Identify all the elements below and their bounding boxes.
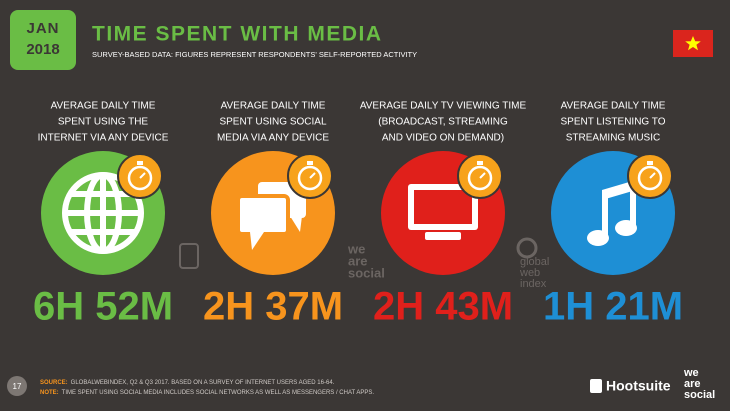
- stopwatch-hand: [649, 172, 656, 179]
- stopwatch-badge: [117, 153, 163, 199]
- stopwatch-badge: [287, 153, 333, 199]
- item-label: INTERNET VIA ANY DEVICE: [38, 133, 169, 144]
- item-label: AVERAGE DAILY TIME: [561, 101, 666, 112]
- watermark-gwi: global: [520, 256, 549, 268]
- item-value: 1H 21M: [543, 285, 683, 329]
- stopwatch-crown: [307, 161, 313, 165]
- note-label: NOTE:: [40, 390, 59, 396]
- title: TIME SPENT WITH MEDIA: [92, 23, 383, 46]
- date-year: 2018: [26, 41, 59, 58]
- item-label: SPENT USING SOCIAL: [219, 117, 327, 128]
- item-value: 2H 43M: [373, 285, 513, 329]
- item-value: 2H 37M: [203, 285, 343, 329]
- watermark-gwi: web: [519, 267, 540, 279]
- stopwatch-crown: [477, 161, 483, 165]
- item-label: MEDIA VIA ANY DEVICE: [217, 133, 329, 144]
- stopwatch-hand: [139, 172, 146, 179]
- stopwatch-face: [127, 165, 153, 191]
- flag: [673, 30, 713, 57]
- item-label: AND VIDEO ON DEMAND): [382, 133, 504, 144]
- stopwatch-crown: [647, 161, 653, 165]
- brand-was: are: [684, 378, 701, 390]
- stopwatch-crown: [137, 161, 143, 165]
- watermark-owl: [179, 243, 199, 269]
- watermark-was: are: [348, 253, 368, 268]
- stopwatch-badge: [627, 153, 673, 199]
- watermark-was: we: [347, 241, 365, 256]
- watermark-gwi-logo: [516, 237, 538, 259]
- note-label: NOTE: TIME SPENT USING SOCIAL MEDIA INCLU…: [40, 390, 374, 396]
- item-label: AVERAGE DAILY TIME: [51, 101, 156, 112]
- stopwatch-hand: [479, 172, 486, 179]
- item-label: (BROADCAST, STREAMING: [378, 117, 508, 128]
- page-badge: [7, 376, 27, 396]
- item-label: SPENT USING THE: [58, 117, 149, 128]
- brand-was: social: [684, 389, 715, 401]
- hootsuite-owl: [590, 379, 602, 393]
- date-badge: [10, 10, 76, 70]
- stopwatch-face: [637, 165, 663, 191]
- stopwatch-badge: [457, 153, 503, 199]
- source-text: GLOBALWEBINDEX, Q2 & Q3 2017. BASED ON A…: [71, 380, 335, 386]
- subtitle: SURVEY-BASED DATA: FIGURES REPRESENT RES…: [92, 50, 417, 59]
- brand-was: we: [683, 367, 699, 379]
- page-number: 17: [13, 382, 22, 391]
- item-label: AVERAGE DAILY TIME: [221, 101, 326, 112]
- stopwatch-hand: [309, 172, 316, 179]
- watermark-gwi: index: [520, 278, 547, 290]
- item-label: STREAMING MUSIC: [566, 133, 660, 144]
- item-value: 6H 52M: [33, 285, 173, 329]
- source-label: SOURCE: GLOBALWEBINDEX, Q2 & Q3 2017. BAS…: [40, 380, 335, 386]
- date-month: JAN: [26, 20, 59, 37]
- watermark-was: social: [348, 265, 385, 280]
- item-label: AVERAGE DAILY TV VIEWING TIME: [360, 101, 527, 112]
- stopwatch-face: [467, 165, 493, 191]
- note-text: TIME SPENT USING SOCIAL MEDIA INCLUDES S…: [62, 390, 375, 396]
- item-label: SPENT LISTENING TO: [560, 117, 665, 128]
- source-label: SOURCE:: [40, 380, 68, 386]
- stopwatch-face: [297, 165, 323, 191]
- brand-hootsuite: Hootsuite: [606, 378, 671, 394]
